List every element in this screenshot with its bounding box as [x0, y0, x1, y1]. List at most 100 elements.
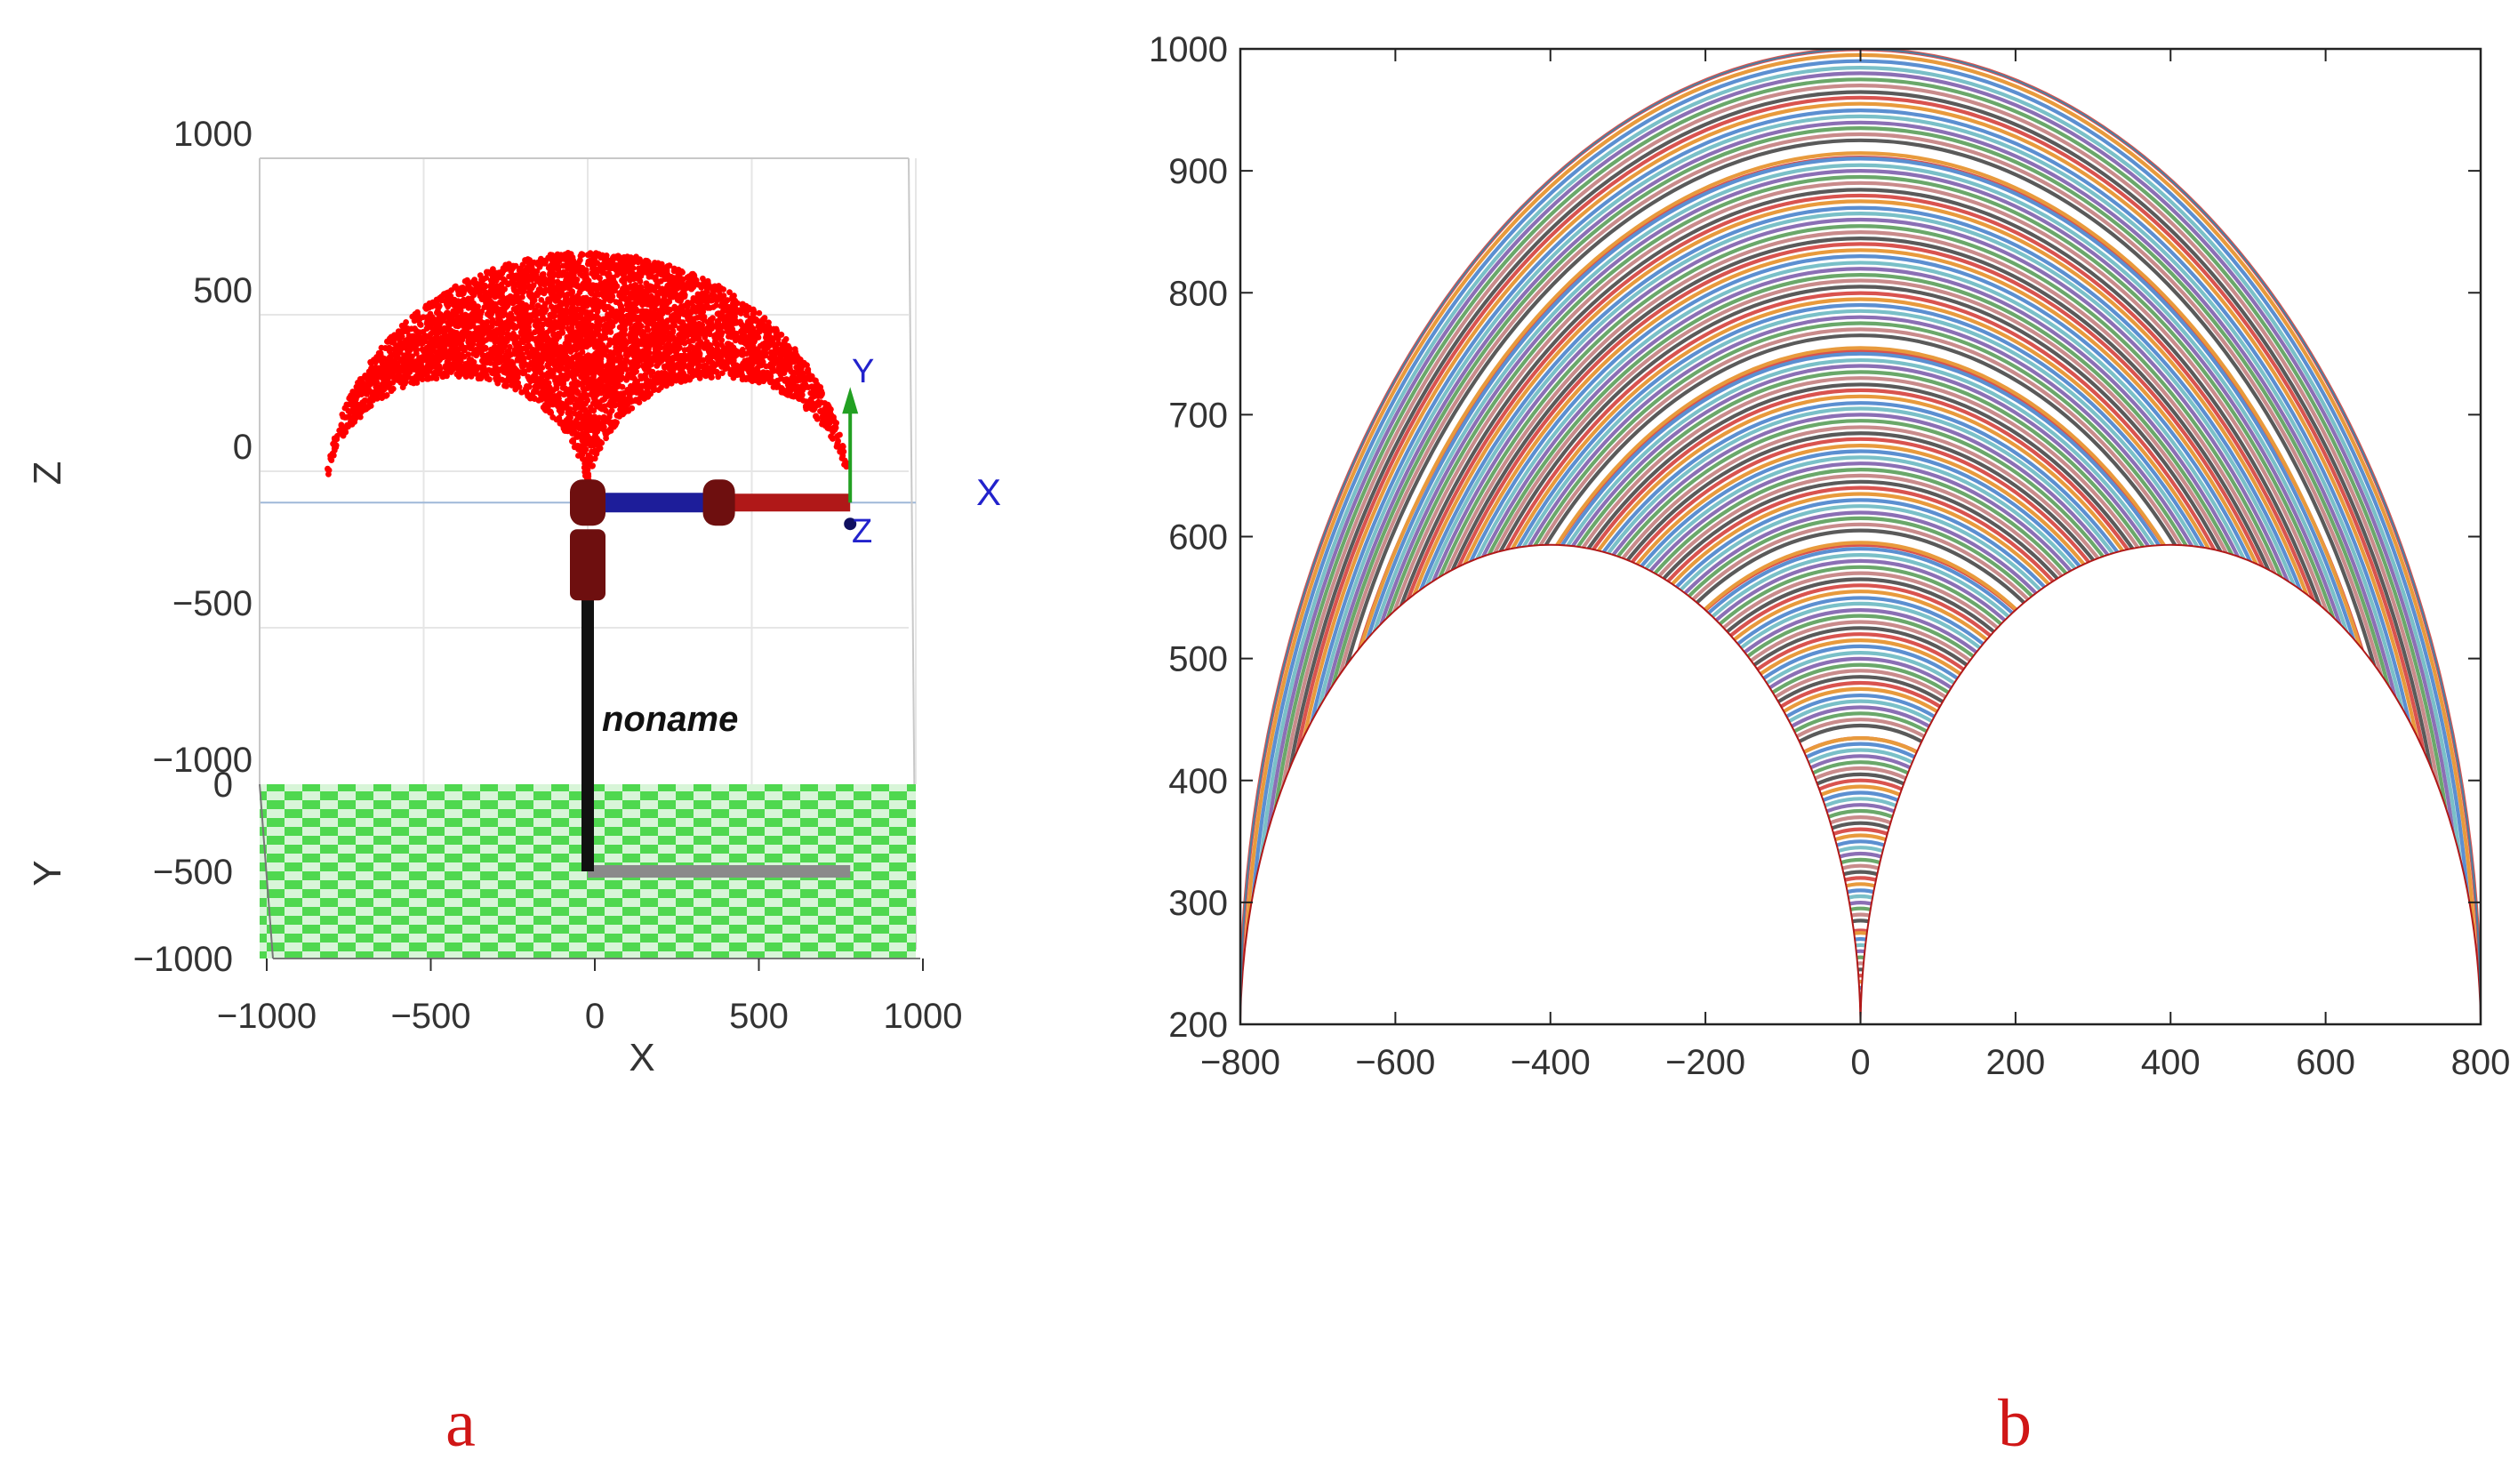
workspace-point: [793, 364, 800, 371]
workspace-point: [640, 259, 647, 266]
workspace-point: [716, 348, 722, 355]
workspace-point: [655, 349, 662, 356]
workspace-point: [726, 303, 733, 310]
workspace-point: [676, 297, 683, 304]
workspace-point: [667, 307, 674, 313]
workspace-point: [496, 326, 503, 333]
workspace-point: [606, 413, 613, 421]
workspace-point: [521, 284, 528, 290]
workspace-point: [838, 445, 845, 451]
workspace-point: [591, 455, 598, 462]
workspace-point: [589, 322, 595, 329]
workspace-point: [419, 341, 426, 347]
workspace-point: [537, 344, 544, 350]
workspace-point: [441, 291, 447, 297]
workspace-point: [525, 342, 533, 349]
workspace-point: [403, 319, 409, 325]
workspace-point: [501, 277, 508, 284]
workspace-point: [534, 302, 541, 309]
workspace-point: [581, 439, 588, 446]
workspace-point: [437, 294, 443, 301]
workspace-point: [605, 303, 612, 310]
workspace-point: [550, 341, 557, 349]
workspace-point: [710, 292, 718, 299]
workspace-point: [593, 349, 599, 357]
workspace-point: [542, 354, 549, 361]
workspace-point: [579, 400, 586, 407]
workspace-point: [580, 424, 587, 431]
workspace-point: [579, 373, 586, 379]
workspace-point: [575, 314, 582, 321]
workspace-point: [533, 386, 539, 392]
workspace-point: [702, 289, 710, 296]
workspace-point: [702, 298, 709, 304]
workspace-point: [688, 309, 694, 316]
workspace-point: [734, 330, 740, 337]
workspace-point: [423, 364, 430, 371]
workspace-point: [510, 306, 517, 312]
workspace-point: [678, 327, 685, 333]
workspace-point: [525, 324, 532, 331]
workspace-point: [681, 347, 688, 353]
workspace-point: [327, 453, 334, 461]
workspace-point: [528, 349, 534, 356]
workspace-point: [563, 388, 570, 394]
workspace-point: [441, 335, 447, 342]
workspace-point: [498, 309, 505, 316]
workspace-point: [817, 393, 824, 399]
workspace-point: [497, 357, 504, 365]
workspace-point: [539, 382, 545, 389]
workspace-point: [765, 327, 771, 333]
workspace-point: [690, 295, 697, 301]
workspace-point: [546, 389, 553, 396]
workspace-point: [659, 285, 665, 293]
workspace-point: [513, 366, 520, 373]
workspace-point: [661, 381, 668, 387]
workspace-point: [798, 385, 805, 392]
workspace-point: [427, 310, 434, 317]
workspace-point: [419, 346, 426, 353]
workspace-point: [759, 375, 766, 382]
workspace-point: [617, 292, 624, 299]
workspace-point: [577, 320, 584, 327]
workspace-point: [557, 299, 564, 306]
workspace-point: [507, 293, 514, 300]
workspace-point: [574, 301, 581, 307]
workspace-point: [707, 317, 714, 323]
workspace-point: [659, 332, 665, 339]
workspace-point: [790, 351, 797, 357]
workspace-point: [470, 306, 477, 313]
workspace-point: [635, 325, 642, 332]
workspace-point: [633, 253, 639, 261]
workspace-point: [652, 260, 658, 266]
workspace-point: [576, 357, 582, 364]
workspace-point: [500, 366, 507, 373]
workspace-point: [418, 363, 425, 370]
workspace-point: [571, 375, 577, 382]
workspace-point: [557, 323, 563, 330]
workspace-point: [465, 335, 472, 342]
workspace-point: [602, 330, 609, 337]
workspace-point: [574, 402, 581, 409]
workspace-point: [401, 354, 408, 360]
workspace-point: [550, 313, 557, 320]
workspace-point: [399, 363, 406, 370]
workspace-point: [712, 340, 719, 347]
workspace-point: [641, 309, 648, 317]
workspace-point: [457, 334, 464, 341]
workspace-point: [606, 349, 613, 356]
workspace-point: [388, 355, 394, 362]
workspace-point: [388, 388, 395, 395]
workspace-point: [549, 337, 557, 344]
workspace-point: [562, 297, 569, 304]
workspace-point: [533, 310, 541, 317]
workspace-point: [717, 353, 724, 360]
workspace-point: [651, 377, 657, 384]
workspace-point: [830, 436, 836, 442]
workspace-point: [709, 374, 715, 381]
workspace-point: [686, 338, 693, 345]
workspace-point: [613, 268, 621, 274]
workspace-point: [537, 369, 544, 376]
workspace-point: [365, 368, 373, 375]
workspace-point: [813, 413, 820, 420]
